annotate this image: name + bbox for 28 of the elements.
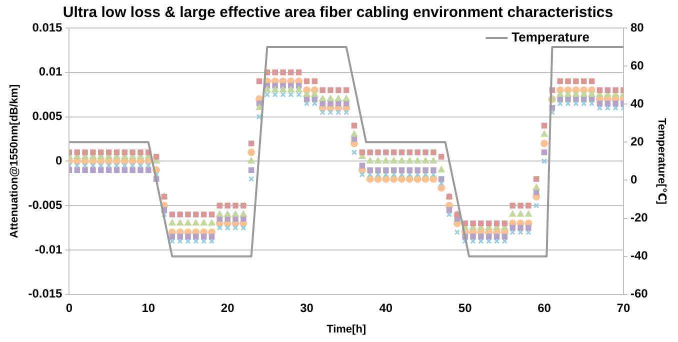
y-axis-title: Attenuation@1550nm[dB/km] <box>8 84 21 238</box>
y2-tick-label: 60 <box>630 58 644 72</box>
x-tick-label: 10 <box>142 300 156 315</box>
x-tick-label: 70 <box>616 300 630 315</box>
x-tick-label: 50 <box>458 300 472 315</box>
legend-label: Temperature <box>512 30 590 45</box>
y-tick-label: 0 <box>56 154 63 168</box>
y2-tick-label: -40 <box>630 248 648 263</box>
y2-tick-label: 20 <box>630 134 644 148</box>
x-tick-label: 40 <box>379 300 393 315</box>
y2-tick-label: 40 <box>630 96 644 110</box>
y-tick-label: -0.01 <box>34 242 63 256</box>
x-axis-title: Time[h] <box>326 323 366 336</box>
y2-tick-label: -60 <box>630 286 648 301</box>
y-tick-label: -0.005 <box>28 198 63 212</box>
x-tick-label: 30 <box>300 300 314 315</box>
y-tick-label: 0.005 <box>32 109 63 124</box>
chart-title: Ultra low loss & large effective area fiber cabling environment characteristics <box>62 4 614 22</box>
y-tick-label: 0.01 <box>38 64 63 79</box>
y-tick-label: -0.015 <box>28 286 63 301</box>
y-tick-label: 0.015 <box>32 20 63 34</box>
x-tick-label: 0 <box>66 300 73 315</box>
x-tick-label: 20 <box>220 300 235 315</box>
y2-tick-label: -20 <box>630 210 648 225</box>
x-tick-label: 60 <box>538 300 552 315</box>
y2-axis-title: Temperature[℃] <box>655 118 668 205</box>
y2-tick-label: 80 <box>630 20 644 34</box>
y2-tick-label: 0 <box>630 172 638 187</box>
